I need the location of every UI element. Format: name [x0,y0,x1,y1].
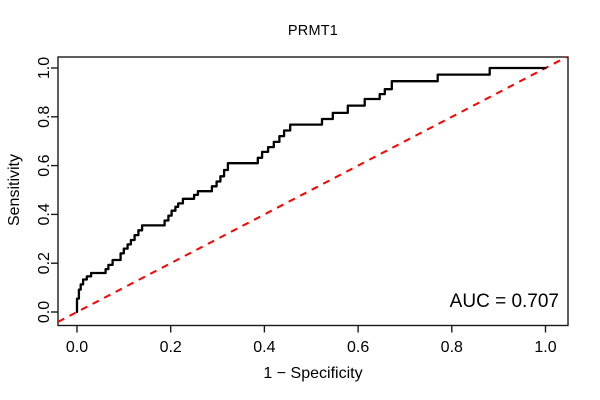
x-tick-label: 1.0 [534,339,556,356]
y-tick-label: 0.6 [36,154,53,176]
x-tick-label: 0.6 [347,339,369,356]
y-tick-label: 1.0 [36,57,53,79]
x-tick-label: 0.8 [441,339,463,356]
plot-box [57,56,569,327]
chart-title: PRMT1 [287,23,339,39]
y-tick-label: 0.4 [36,203,53,225]
x-tick-label: 0.2 [160,339,182,356]
auc-annotation: AUC = 0.707 [449,291,559,312]
x-axis-title: 1 − Specificity [263,365,363,382]
y-tick-label: 0.2 [36,252,53,274]
y-tick-label: 0.0 [36,301,53,323]
roc-curve-line [75,66,547,314]
x-tick-label: 0.4 [253,339,275,356]
reference-diagonal-line [57,56,568,323]
x-tick-label: 0.0 [66,339,88,356]
y-tick-label: 0.8 [36,106,53,128]
